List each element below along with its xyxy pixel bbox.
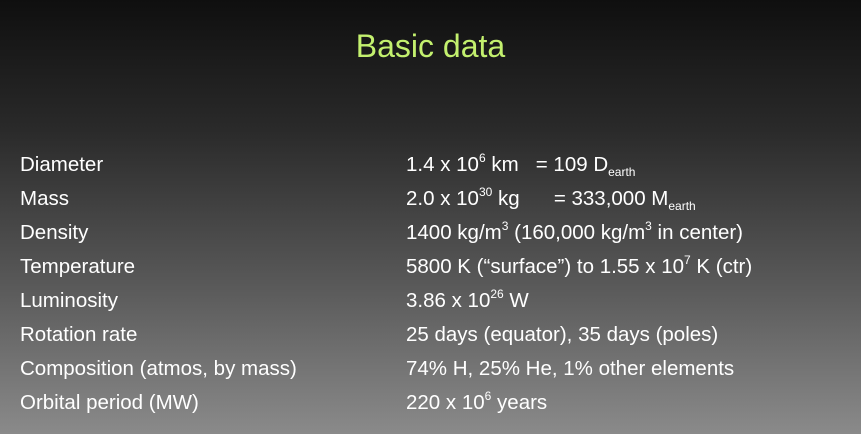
row-label: Luminosity	[20, 289, 118, 312]
row-value: 3.86 x 1026 W	[406, 287, 529, 312]
table-row: Luminosity 3.86 x 1026 W	[20, 284, 850, 318]
row-value: 25 days (equator), 35 days (poles)	[406, 323, 719, 346]
row-value: 1.4 x 106 km = 109 Dearth	[406, 151, 636, 179]
row-label: Composition (atmos, by mass)	[20, 357, 297, 380]
table-row: Composition (atmos, by mass) 74% H, 25% …	[20, 352, 850, 386]
data-table: Diameter 1.4 x 106 km = 109 Dearth Mass …	[20, 148, 850, 420]
row-value: 5800 K (“surface”) to 1.55 x 107 K (ctr)	[406, 253, 753, 278]
row-label: Mass	[20, 187, 69, 210]
table-row: Orbital period (MW) 220 x 106 years	[20, 386, 850, 420]
row-value: 1400 kg/m3 (160,000 kg/m3 in center)	[406, 219, 744, 244]
row-label: Temperature	[20, 255, 136, 278]
slide-title: Basic data	[355, 28, 506, 64]
row-label: Rotation rate	[20, 323, 138, 346]
row-value: 220 x 106 years	[406, 389, 548, 414]
table-row: Diameter 1.4 x 106 km = 109 Dearth	[20, 148, 850, 182]
row-value: 2.0 x 1030 kg = 333,000 Mearth	[406, 185, 696, 213]
row-label: Density	[20, 221, 89, 244]
table-row: Temperature 5800 K (“surface”) to 1.55 x…	[20, 250, 850, 284]
row-label: Orbital period (MW)	[20, 391, 199, 414]
row-label: Diameter	[20, 153, 104, 176]
table-row: Mass 2.0 x 1030 kg = 333,000 Mearth	[20, 182, 850, 216]
table-row: Rotation rate 25 days (equator), 35 days…	[20, 318, 850, 352]
row-value: 74% H, 25% He, 1% other elements	[406, 357, 735, 380]
table-row: Density 1400 kg/m3 (160,000 kg/m3 in cen…	[20, 216, 850, 250]
